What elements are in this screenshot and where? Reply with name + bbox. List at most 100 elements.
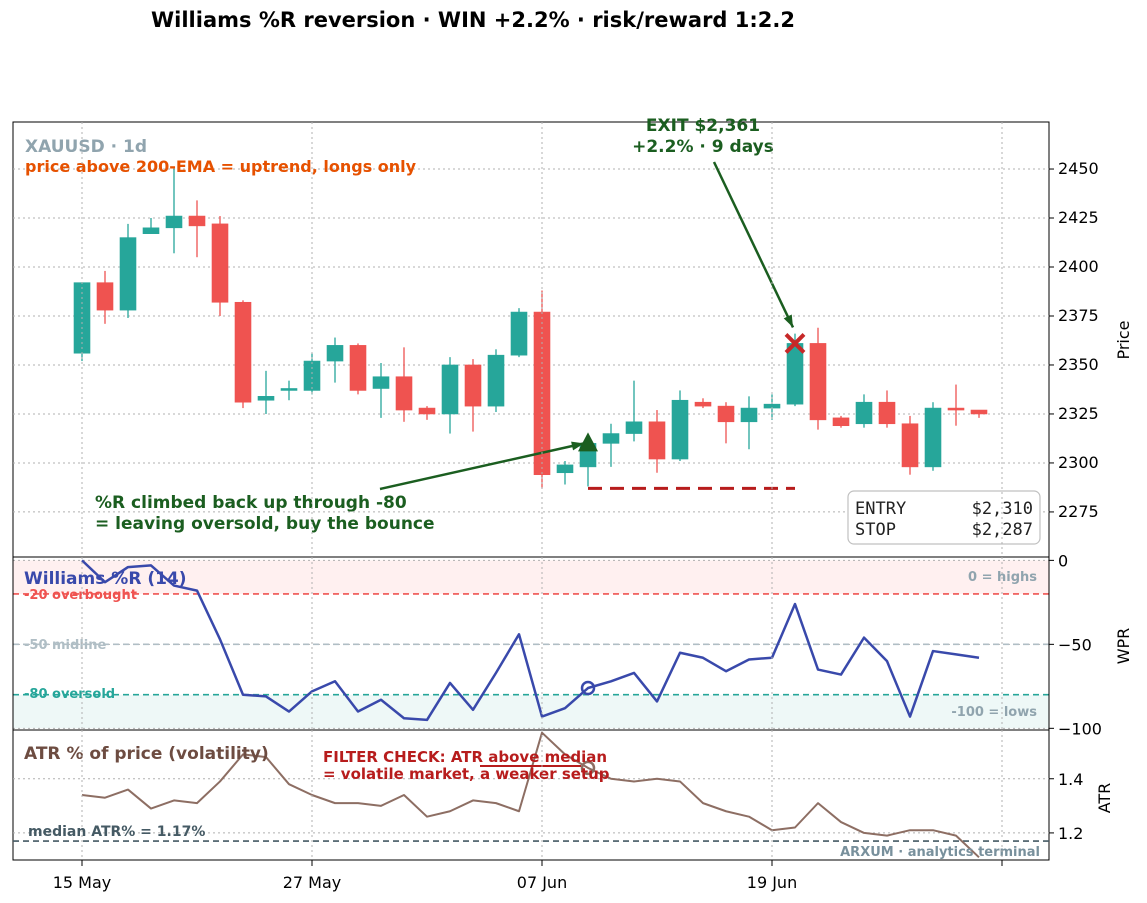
candle-body [947, 407, 965, 411]
oversold-zone [13, 694, 1049, 729]
price-tick-label: 2450 [1058, 159, 1099, 178]
wpr-zones [13, 560, 1049, 729]
exit-note-line1: EXIT $2,361 [646, 116, 760, 136]
wpr-lows-note: -100 = lows [951, 705, 1037, 720]
candle-body [326, 345, 344, 362]
candle-body [257, 396, 275, 401]
atr-panel-frame [12, 729, 1050, 861]
price-tick-label: 2425 [1058, 208, 1099, 227]
candle-body [487, 354, 505, 407]
x-tick-label: 07 Jun [517, 873, 567, 892]
filter-note-line1: FILTER CHECK: ATR above median [323, 748, 607, 766]
price-overlays [379, 161, 806, 491]
exit-note-line2: +2.2% · 9 days [632, 137, 774, 157]
candle-body [510, 311, 528, 356]
candle-body [303, 360, 321, 391]
atr-signal-marker [580, 760, 596, 776]
candle-body [165, 215, 183, 229]
candle-body [740, 407, 758, 423]
candle-body [188, 215, 206, 227]
price-candles [73, 169, 988, 489]
candle-body [855, 401, 873, 425]
candle-body [832, 417, 850, 427]
x-axis: 15 May 27 May 07 Jun 19 Jun [53, 122, 1003, 892]
x-tick-label: 27 May [283, 873, 342, 892]
candle-body [786, 343, 804, 405]
exit-marker-stroke [784, 333, 806, 354]
wpr-oversold-label: -80 oversold [24, 687, 115, 702]
instrument-label: XAUUSD · 1d [25, 137, 147, 157]
candle-body [602, 433, 620, 444]
trade-box: ENTRY $2,310 STOP $2,287 [847, 490, 1041, 545]
price-panel-frame [12, 121, 1050, 558]
atr-tick-label: 1.4 [1058, 770, 1083, 789]
price-tick-label: 2300 [1058, 453, 1099, 472]
candle-body [372, 376, 390, 389]
price-ylabel: Price [1114, 320, 1133, 359]
candle-body [694, 401, 712, 407]
wpr-panel: 0 −50 −100 WPR Williams %R (14) -20 overbo… [12, 551, 1133, 738]
wpr-midline-label: -50 midline [24, 638, 106, 653]
wpr-yaxis: 0 −50 −100 [1049, 551, 1102, 738]
exit-arrow-shaft [712, 161, 795, 328]
wpr-series [81, 559, 980, 722]
entry-arrow-head [571, 441, 584, 451]
candle-body [395, 376, 413, 411]
candle-body [878, 401, 896, 425]
price-tick-label: 2350 [1058, 355, 1099, 374]
wpr-overbought-label: -20 overbought [24, 588, 137, 603]
price-tick-label: 2400 [1058, 257, 1099, 276]
price-tick-label: 2325 [1058, 404, 1099, 423]
exit-arrow-head [783, 314, 793, 328]
candle-body [96, 282, 114, 311]
entry-note-line1: %R climbed back up through -80 [95, 493, 407, 513]
atr-line [81, 731, 980, 859]
wpr-ylabel: WPR [1114, 628, 1133, 665]
candle-body [142, 227, 160, 234]
candle-body [924, 407, 942, 468]
entry-marker [578, 432, 598, 452]
wpr-levels [13, 593, 1049, 696]
candle-body [809, 343, 827, 421]
wpr-highs-note: 0 = highs [968, 570, 1037, 585]
price-panel: 2275 2300 2325 2350 2375 2400 2425 2450 Price X… [12, 116, 1133, 558]
price-tick-label: 2375 [1058, 306, 1099, 325]
atr-tick-label: 1.2 [1058, 824, 1083, 843]
atr-series [13, 731, 1049, 859]
trend-note: price above 200-EMA = uptrend, longs onl… [25, 157, 417, 176]
candle-body [717, 405, 735, 423]
entry-arrow-shaft [379, 442, 585, 491]
candle-body [280, 388, 298, 391]
trade-box-entry-label: ENTRY [855, 499, 906, 519]
wpr-tick-label: −50 [1058, 635, 1092, 654]
candle-body [464, 364, 482, 407]
candle-body [625, 421, 643, 434]
x-tick-label: 19 Jun [747, 873, 797, 892]
candle-body [441, 364, 459, 415]
candle-body [556, 464, 574, 474]
median-label: median ATR% = 1.17% [28, 824, 205, 840]
candle-body [970, 409, 988, 415]
atr-legend: ATR % of price (volatility) [24, 744, 269, 764]
chart-title: Williams %R reversion · WIN +2.2% · risk… [151, 8, 795, 32]
trade-box-stop-value: $2,287 [972, 520, 1033, 540]
candle-body [418, 407, 436, 415]
candle-body [349, 345, 367, 391]
wpr-signal-marker [580, 680, 596, 696]
trade-box-frame [847, 490, 1041, 545]
price-yaxis: 2275 2300 2325 2350 2375 2400 2425 2450 [1049, 159, 1099, 521]
watermark: ARXUM · analytics terminal [840, 845, 1040, 860]
atr-yaxis: 1.2 1.4 [1049, 770, 1083, 843]
price-tick-label: 2275 [1058, 502, 1099, 521]
x-tick-label: 15 May [53, 873, 112, 892]
candle-body [234, 301, 252, 403]
trade-box-stop-label: STOP [855, 520, 896, 540]
candle-body [671, 399, 689, 460]
atr-ylabel: ATR [1095, 783, 1114, 814]
candle-body [901, 423, 919, 468]
entry-note-line2: = leaving oversold, buy the bounce [95, 514, 435, 534]
wpr-tick-label: 0 [1058, 551, 1068, 570]
wpr-tick-label: −100 [1058, 719, 1102, 738]
candle-body [648, 421, 666, 460]
